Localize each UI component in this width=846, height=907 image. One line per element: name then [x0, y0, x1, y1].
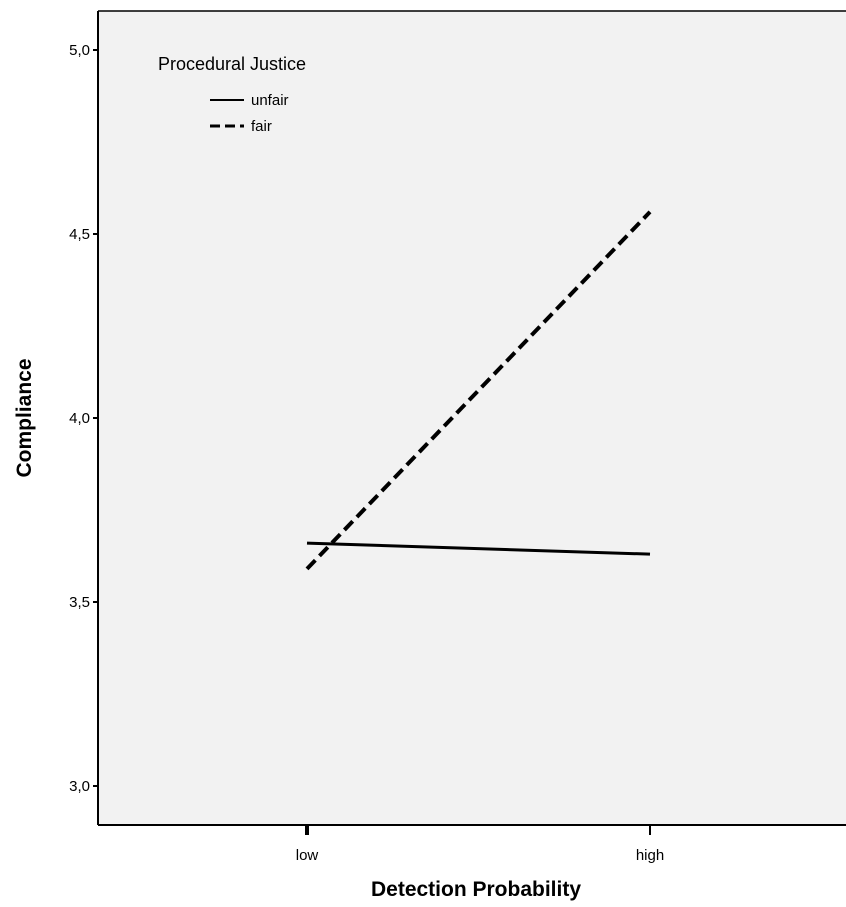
- y-tick-label: 4,0: [69, 410, 90, 427]
- y-tick-label: 4,5: [69, 226, 90, 243]
- y-tick-label: 3,0: [69, 778, 90, 795]
- x-tick-label: low: [296, 847, 319, 864]
- series-layer: [305, 210, 652, 571]
- legend-label-unfair: unfair: [251, 92, 289, 109]
- legend-label-fair: fair: [251, 118, 272, 135]
- series-line-fair: [305, 210, 652, 571]
- y-tick-label: 5,0: [69, 42, 90, 59]
- y-tick-label: 3,5: [69, 594, 90, 611]
- x-axis-ticks: low high: [296, 825, 664, 864]
- y-axis-title: Compliance: [13, 358, 36, 477]
- legend: Procedural Justice unfair fair: [158, 54, 306, 135]
- y-axis-ticks: 3,0 3,5 4,0 4,5 5,0: [69, 42, 98, 795]
- series-line-unfair: [306, 541, 651, 556]
- legend-title: Procedural Justice: [158, 54, 306, 74]
- x-axis-title: Detection Probability: [371, 878, 581, 901]
- plot-area: [98, 11, 846, 825]
- x-tick-label: high: [636, 847, 664, 864]
